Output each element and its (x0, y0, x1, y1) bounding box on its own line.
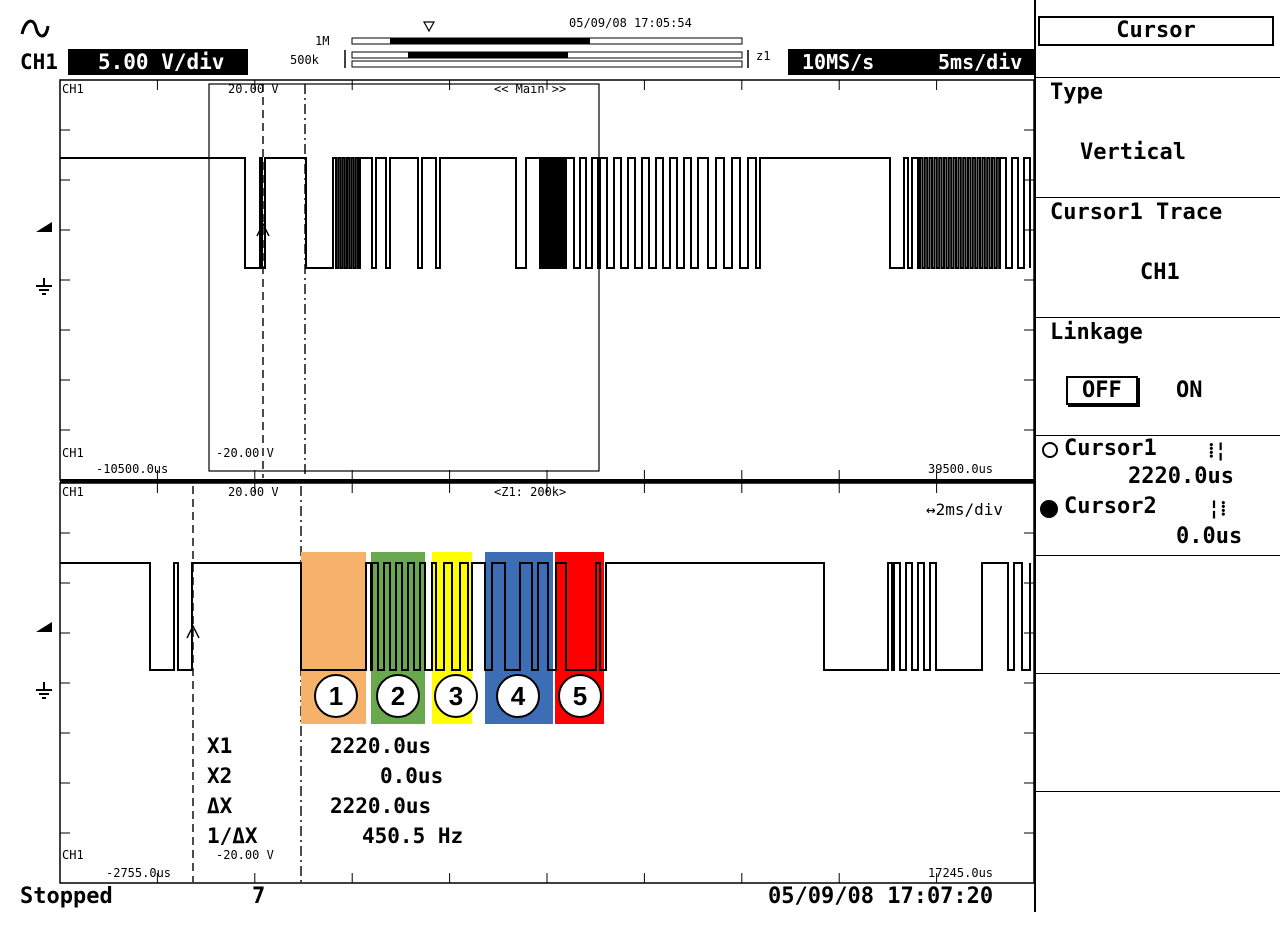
main-upper-level: 20.00 V (228, 82, 279, 96)
channel-label: CH1 (20, 50, 58, 74)
top-timestamp: 05/09/08 17:05:54 (569, 16, 692, 30)
ground-marker-icon-zoom (36, 682, 52, 699)
cursor2-knob-icon[interactable] (1040, 500, 1058, 518)
main-tag: << Main >> (494, 82, 567, 96)
logo-icon (20, 19, 50, 38)
main-waveform (60, 157, 1031, 269)
cursor2-label: Cursor2 (1064, 494, 1157, 519)
level-marker-icon (36, 222, 52, 232)
zoom-ch-bottom: CH1 (62, 848, 84, 862)
zoom-right-time: 17245.0us (928, 866, 994, 880)
zoom-tag: z1 (756, 49, 771, 63)
menu-empty-2 (1036, 673, 1280, 792)
volts-per-div[interactable]: 5.00 V/div (68, 49, 248, 75)
inv-dx-value: 450.5 Hz (362, 824, 464, 848)
cursor2-line-icon: ¦⁞ (1208, 496, 1227, 520)
graticule-ticks (60, 80, 1034, 883)
cursor1-line-icon: ⁞¦ (1208, 438, 1227, 462)
menu-empty-1 (1036, 555, 1280, 674)
record-bar-zoom (351, 60, 743, 68)
zoom-left-time: -2755.0us (106, 866, 172, 880)
x1-value: 2220.0us (330, 734, 432, 758)
linkage-label: Linkage (1050, 320, 1143, 345)
zoom-waveform (60, 562, 1031, 671)
menu-title: Cursor (1038, 16, 1274, 46)
record-1m-label: 1M (315, 34, 330, 48)
trace-value: CH1 (1140, 260, 1180, 285)
cursor2-value: 0.0us (1176, 524, 1243, 549)
dx-value: 2220.0us (330, 794, 432, 818)
linkage-off[interactable]: OFF (1066, 376, 1138, 405)
timebase-bar: 10MS/s 5ms/div (788, 49, 1034, 75)
level-marker-icon-zoom (36, 622, 52, 632)
menu-empty-3 (1036, 791, 1280, 913)
time-per-div[interactable]: 5ms/div (938, 50, 1023, 74)
zoom-div: ↔2ms/div (926, 500, 1004, 519)
bottom-timestamp: 05/09/08 17:07:20 (768, 884, 994, 909)
type-value: Vertical (1080, 140, 1186, 165)
zoom-ch-top: CH1 (62, 485, 84, 499)
menu-cursor1-trace[interactable]: Cursor1 Trace CH1 (1036, 197, 1280, 318)
segment-badge-5: 5 (558, 674, 602, 718)
segment-badge-4: 4 (496, 674, 540, 718)
sample-rate[interactable]: 10MS/s (802, 50, 875, 74)
zoom-lower-level: -20.00 V (216, 848, 274, 862)
record-bar-1m-fill (390, 38, 590, 44)
run-state: Stopped (20, 884, 113, 909)
segment-badge-2: 2 (376, 674, 420, 718)
menu-divider (1034, 0, 1036, 912)
main-left-time: -10500.0us (96, 462, 169, 476)
inv-dx-label: 1/ΔX (207, 824, 258, 848)
cursor1-value: 2220.0us (1128, 464, 1234, 489)
segment-badge-1: 1 (314, 674, 358, 718)
record-500k-label: 500k (290, 53, 319, 67)
acq-count: 7 (252, 884, 266, 909)
main-ch-top: CH1 (62, 82, 84, 96)
menu-linkage[interactable]: Linkage OFF ON (1036, 317, 1280, 436)
main-right-time: 39500.0us (928, 462, 994, 476)
main-graticule (59, 79, 1035, 481)
trigger-pos-marker-icon (422, 21, 436, 33)
x2-value: 0.0us (380, 764, 444, 788)
segment-badge-3: 3 (434, 674, 478, 718)
cursor1-label: Cursor1 (1064, 436, 1157, 461)
ground-marker-icon (36, 278, 52, 295)
menu-cursors: Cursor1 ⁞¦ 2220.0us Cursor2 ¦⁞ 0.0us (1036, 435, 1280, 556)
cursor1-knob-icon[interactable] (1042, 442, 1058, 458)
menu-type[interactable]: Type Vertical (1036, 77, 1280, 198)
zoom-tag-label: <Z1: 200k> (494, 485, 567, 499)
main-lower-level: -20.00 V (216, 446, 274, 460)
x2-label: X2 (207, 764, 233, 788)
linkage-on[interactable]: ON (1176, 378, 1203, 403)
zoom-region-box (208, 83, 600, 472)
type-label: Type (1050, 80, 1103, 105)
dx-label: ΔX (207, 794, 233, 818)
trace-label: Cursor1 Trace (1050, 200, 1223, 225)
x1-label: X1 (207, 734, 233, 758)
zoom-upper-level: 20.00 V (228, 485, 279, 499)
record-bar-500k-fill (408, 52, 568, 58)
main-ch-bottom: CH1 (62, 446, 84, 460)
